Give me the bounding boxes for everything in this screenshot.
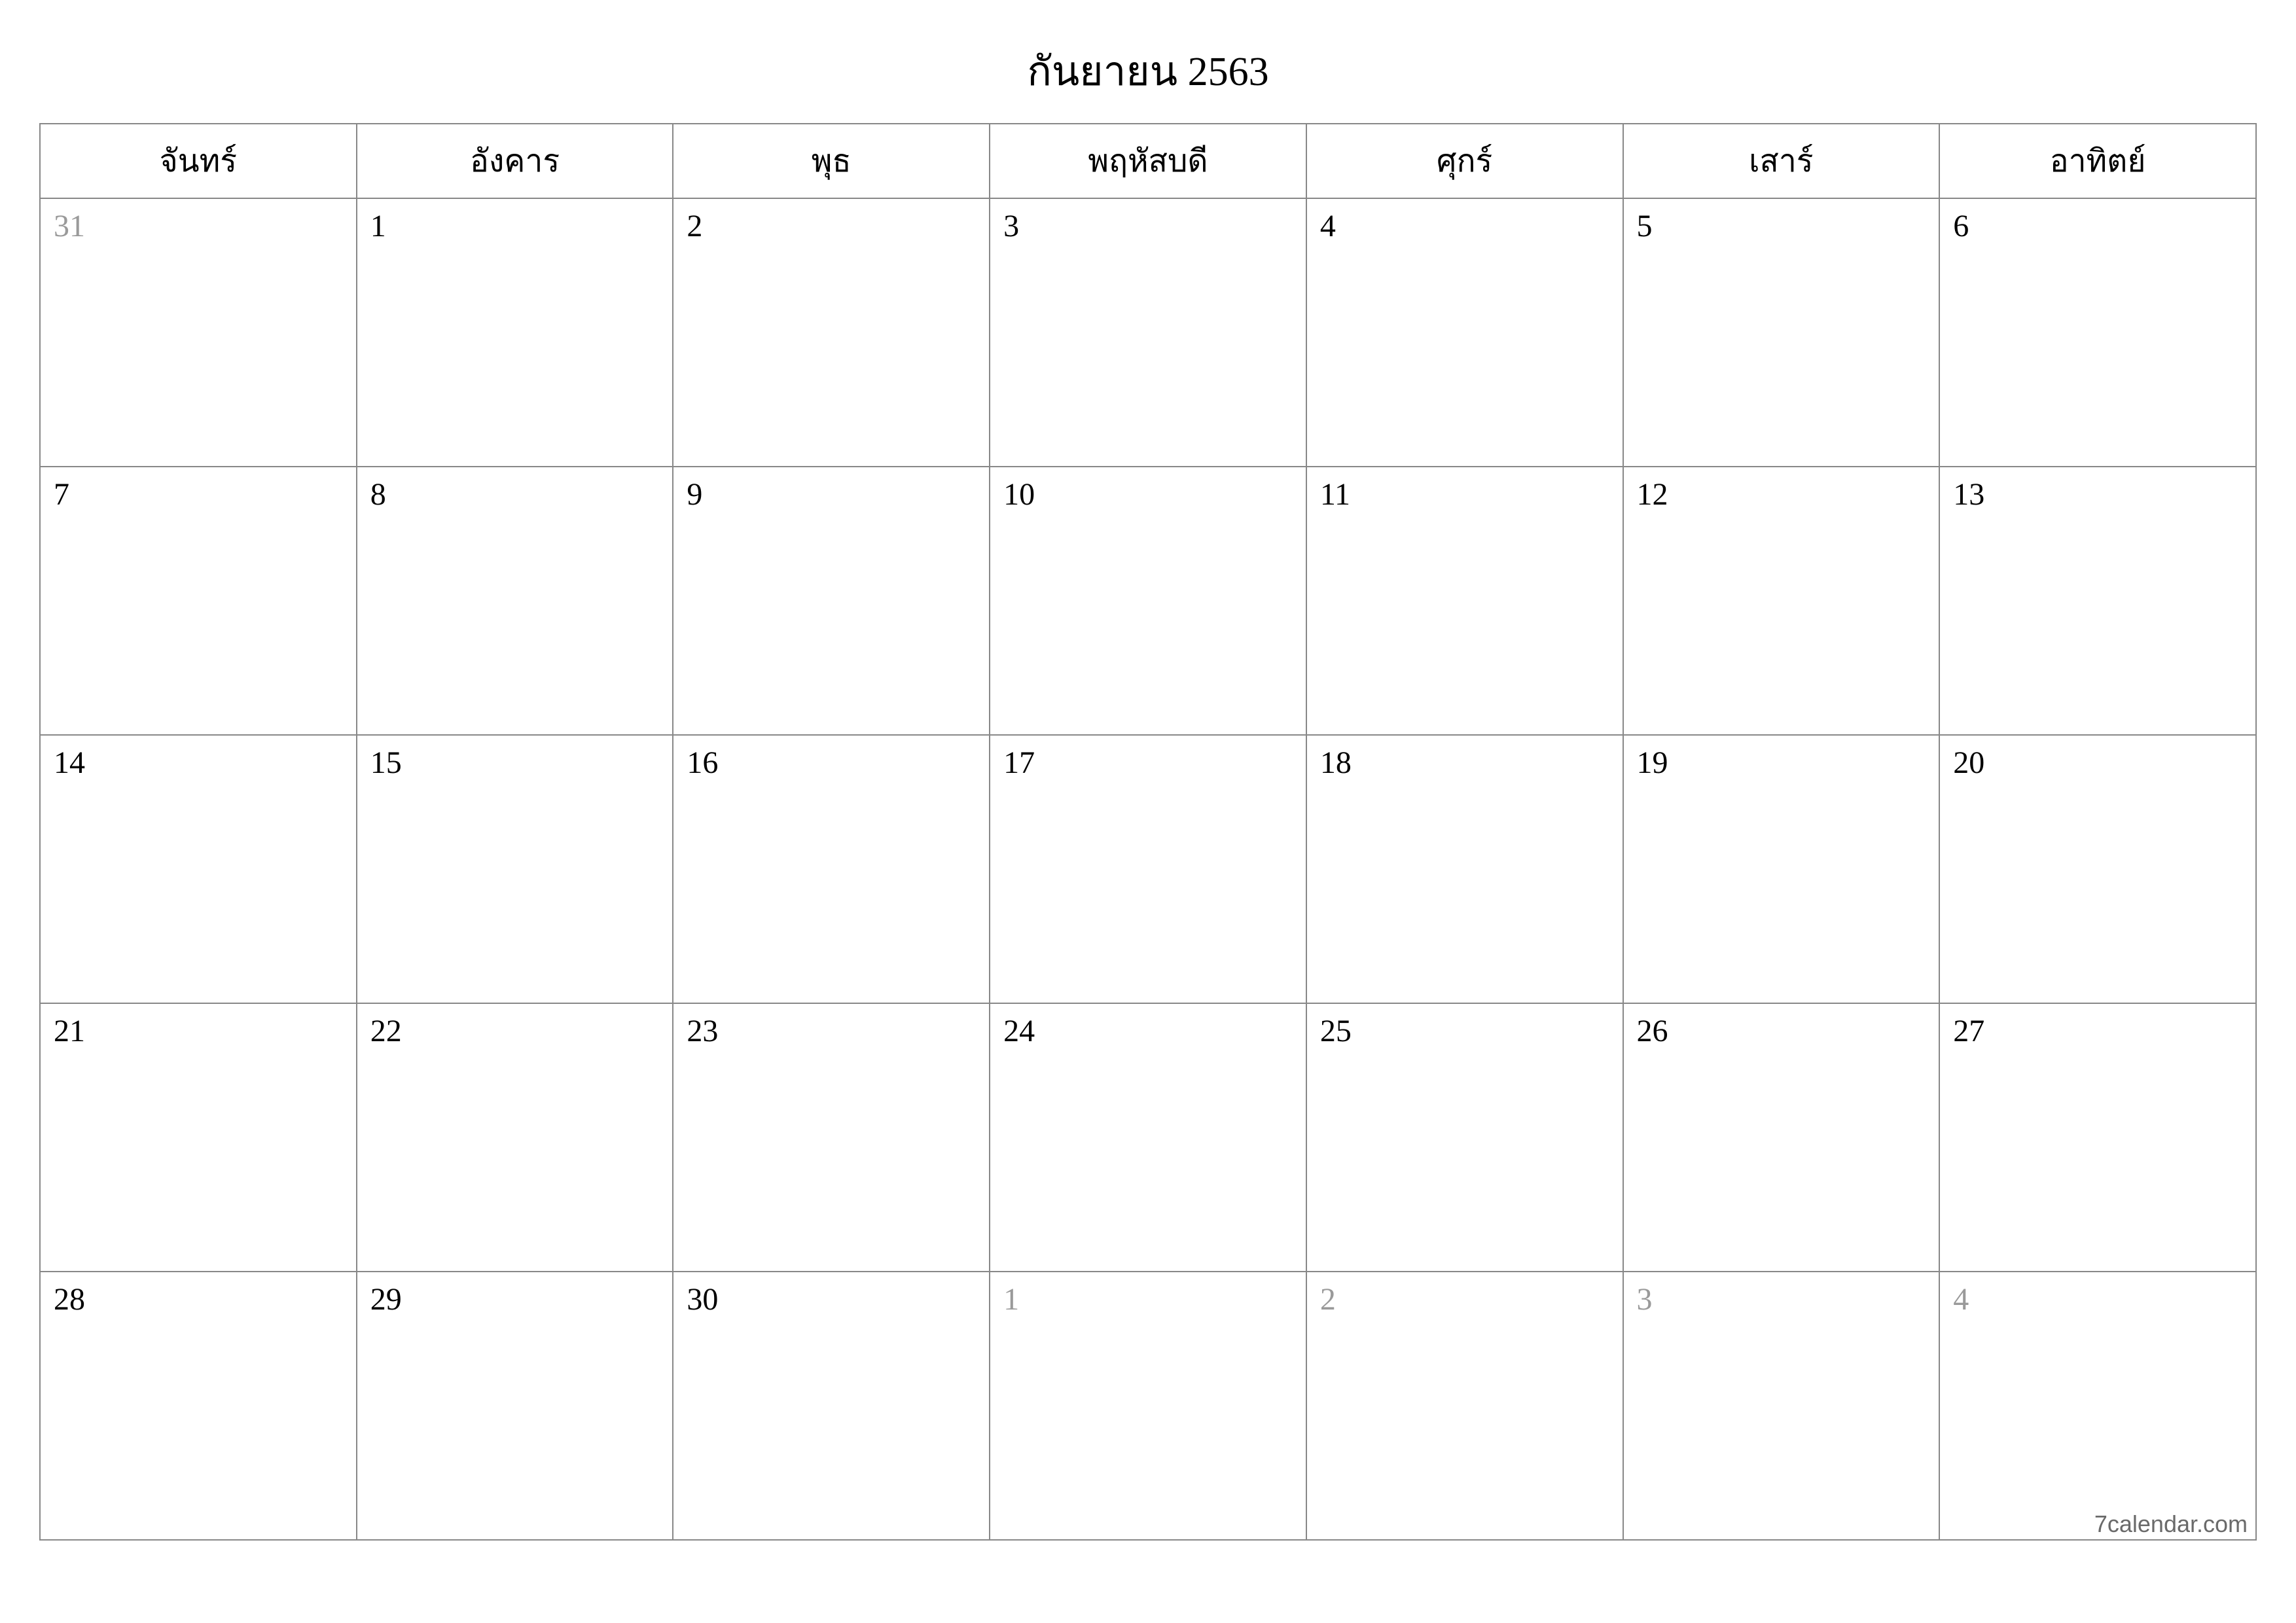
calendar-cell: 26: [1623, 1003, 1940, 1272]
calendar-cell: 13: [1939, 467, 2256, 735]
calendar-week: 28 29 30 1 2 3 4: [40, 1272, 2256, 1540]
calendar-cell: 27: [1939, 1003, 2256, 1272]
calendar-cell: 4: [1939, 1272, 2256, 1540]
day-header-sat: เสาร์: [1623, 124, 1940, 198]
calendar-cell: 22: [357, 1003, 673, 1272]
day-header-sun: อาทิตย์: [1939, 124, 2256, 198]
day-header-row: จันทร์ อังคาร พุธ พฤหัสบดี ศุกร์ เสาร์ อ…: [40, 124, 2256, 198]
calendar-cell: 31: [40, 198, 357, 467]
calendar-cell: 23: [673, 1003, 990, 1272]
calendar-cell: 1: [357, 198, 673, 467]
calendar-cell: 2: [673, 198, 990, 467]
calendar-cell: 5: [1623, 198, 1940, 467]
calendar-cell: 14: [40, 735, 357, 1003]
calendar-cell: 21: [40, 1003, 357, 1272]
calendar-cell: 28: [40, 1272, 357, 1540]
calendar-week: 21 22 23 24 25 26 27: [40, 1003, 2256, 1272]
calendar-cell: 4: [1306, 198, 1623, 467]
calendar-cell: 3: [1623, 1272, 1940, 1540]
calendar-week: 14 15 16 17 18 19 20: [40, 735, 2256, 1003]
day-header-wed: พุธ: [673, 124, 990, 198]
calendar-cell: 25: [1306, 1003, 1623, 1272]
calendar-cell: 18: [1306, 735, 1623, 1003]
calendar-table: จันทร์ อังคาร พุธ พฤหัสบดี ศุกร์ เสาร์ อ…: [39, 123, 2257, 1541]
footer-attribution: 7calendar.com: [39, 1510, 2257, 1538]
calendar-cell: 20: [1939, 735, 2256, 1003]
calendar-cell: 16: [673, 735, 990, 1003]
day-header-fri: ศุกร์: [1306, 124, 1623, 198]
day-header-tue: อังคาร: [357, 124, 673, 198]
calendar-body: 31 1 2 3 4 5 6 7 8 9 10 11 12 13 14 15 1…: [40, 198, 2256, 1540]
calendar-cell: 30: [673, 1272, 990, 1540]
calendar-title: กันยายน 2563: [39, 39, 2257, 103]
calendar-week: 31 1 2 3 4 5 6: [40, 198, 2256, 467]
calendar-cell: 29: [357, 1272, 673, 1540]
calendar-cell: 1: [990, 1272, 1306, 1540]
calendar-cell: 2: [1306, 1272, 1623, 1540]
calendar-cell: 11: [1306, 467, 1623, 735]
calendar-cell: 6: [1939, 198, 2256, 467]
calendar-cell: 7: [40, 467, 357, 735]
calendar-cell: 12: [1623, 467, 1940, 735]
calendar-cell: 19: [1623, 735, 1940, 1003]
calendar-cell: 9: [673, 467, 990, 735]
calendar-cell: 24: [990, 1003, 1306, 1272]
calendar-cell: 10: [990, 467, 1306, 735]
day-header-mon: จันทร์: [40, 124, 357, 198]
calendar-cell: 17: [990, 735, 1306, 1003]
calendar-cell: 8: [357, 467, 673, 735]
calendar-week: 7 8 9 10 11 12 13: [40, 467, 2256, 735]
day-header-thu: พฤหัสบดี: [990, 124, 1306, 198]
calendar-cell: 3: [990, 198, 1306, 467]
calendar-cell: 15: [357, 735, 673, 1003]
